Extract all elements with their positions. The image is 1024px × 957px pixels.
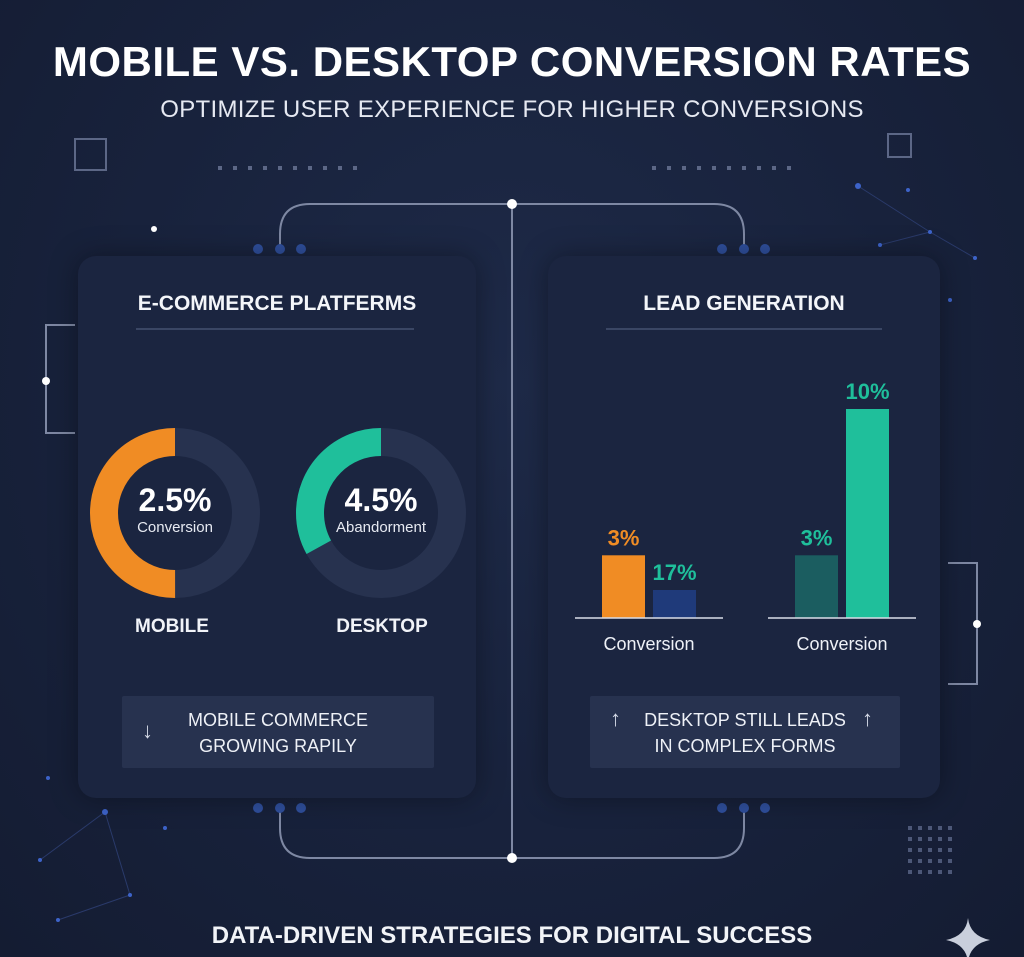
panel-title-divider xyxy=(136,328,414,330)
lead-generation-panel-title: LEAD GENERATION xyxy=(643,292,845,315)
bar-x-label: Conversion xyxy=(603,634,694,654)
bar-1-2 xyxy=(653,590,696,618)
arrow-up-icon: ↑ xyxy=(862,706,873,731)
bar-1-1 xyxy=(602,555,645,618)
desktop-callout-text: DESKTOP STILL LEADS IN COMPLEX FORMS xyxy=(640,707,850,759)
donut-mobile xyxy=(90,428,260,598)
ecommerce-panel: E-COMMERCE PLATFERMS 2.5% Conversion 4.5… xyxy=(78,256,476,798)
footer-tagline: DATA-DRIVEN STRATEGIES FOR DIGITAL SUCCE… xyxy=(211,922,813,949)
connector-lines xyxy=(45,203,978,859)
bar-group-2: 3% 10% Conversion xyxy=(768,379,916,654)
page-title: MOBILE VS. DESKTOP CONVERSION RATES xyxy=(52,38,972,85)
panel-title-divider xyxy=(606,328,882,330)
bar-value-label: 3% xyxy=(801,525,833,550)
donut-mobile-sublabel: Conversion xyxy=(137,519,213,536)
desktop-label: DESKTOP xyxy=(336,616,428,637)
bar-group-1: 3% 17% Conversion xyxy=(575,525,723,654)
ecommerce-panel-title: E-COMMERCE PLATFERMS xyxy=(137,292,417,315)
decor-dot-grid xyxy=(908,826,952,874)
donut-arc-desktop xyxy=(296,428,466,598)
decor-square-right xyxy=(887,133,912,158)
arrow-down-icon: ↓ xyxy=(142,718,153,743)
bar-value-label: 10% xyxy=(845,379,889,404)
donut-arc-mobile xyxy=(90,428,260,598)
donut-mobile-center: 2.5% Conversion xyxy=(115,482,235,536)
decor-dots-left xyxy=(218,166,357,170)
glow-nodes xyxy=(42,199,981,863)
donut-desktop-sublabel: Abandorment xyxy=(335,519,427,536)
page-subtitle: OPTIMIZE USER EXPERIENCE FOR HIGHER CONV… xyxy=(160,96,864,123)
bar-x-label: Conversion xyxy=(796,634,887,654)
mobile-label: MOBILE xyxy=(135,616,209,637)
donut-desktop-center: 4.5% Abandorment xyxy=(321,482,441,536)
bar-value-label: 3% xyxy=(608,525,640,550)
lead-generation-panel: LEAD GENERATION 3% 17% Conversion 3% 10% Conv… xyxy=(548,256,940,798)
bar-2-2 xyxy=(846,409,889,618)
donut-mobile-value: 2.5% xyxy=(138,482,212,518)
mobile-callout-line2: GROWING RAPILY xyxy=(199,736,357,756)
mobile-callout-text: MOBILE COMMERCE GROWING RAPILY xyxy=(172,707,384,759)
bar-2-1 xyxy=(795,555,838,618)
donut-charts xyxy=(90,428,466,598)
desktop-callout: ↑ DESKTOP STILL LEADS IN COMPLEX FORMS ↑ xyxy=(590,696,900,768)
mobile-callout-line1: MOBILE COMMERCE xyxy=(187,710,369,730)
blue-dot-pairs xyxy=(253,244,770,813)
mobile-callout: ↓ MOBILE COMMERCE GROWING RAPILY xyxy=(122,696,434,768)
desktop-callout-line1: DESKTOP STILL LEADS xyxy=(644,710,846,730)
decor-dots-right xyxy=(652,166,791,170)
desktop-callout-line2: IN COMPLEX FORMS xyxy=(654,736,836,756)
star-dots xyxy=(38,183,977,922)
bar-value-label: 17% xyxy=(652,560,696,585)
sparkle-icon xyxy=(946,918,990,957)
donut-desktop xyxy=(296,428,466,598)
bar-chart: 3% 17% Conversion 3% 10% Conversion xyxy=(575,379,916,654)
decor-square-left xyxy=(74,138,107,171)
arrow-up-icon: ↑ xyxy=(610,706,621,731)
donut-desktop-value: 4.5% xyxy=(344,482,418,518)
